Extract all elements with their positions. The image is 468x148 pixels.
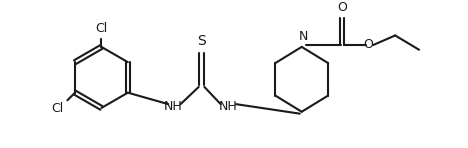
Text: Cl: Cl bbox=[95, 22, 108, 36]
Text: O: O bbox=[364, 38, 373, 52]
Text: N: N bbox=[299, 30, 308, 43]
Text: NH: NH bbox=[164, 100, 183, 112]
Text: S: S bbox=[197, 34, 206, 48]
Text: NH: NH bbox=[219, 100, 238, 112]
Text: O: O bbox=[337, 1, 347, 15]
Text: Cl: Cl bbox=[51, 102, 64, 115]
